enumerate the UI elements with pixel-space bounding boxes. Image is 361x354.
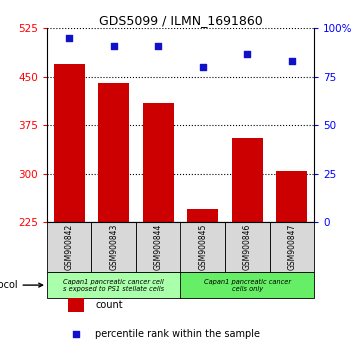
Text: GSM900847: GSM900847 bbox=[287, 224, 296, 270]
Point bbox=[73, 331, 79, 337]
Point bbox=[200, 64, 206, 70]
Bar bbox=[53, 64, 85, 222]
Text: Capan1 pancreatic cancer
cells only: Capan1 pancreatic cancer cells only bbox=[204, 279, 291, 292]
Bar bbox=[270, 222, 314, 272]
Point bbox=[155, 43, 161, 48]
Bar bbox=[232, 138, 263, 222]
Bar bbox=[225, 222, 270, 272]
Bar bbox=[47, 272, 180, 298]
Bar bbox=[98, 83, 129, 222]
Point bbox=[111, 43, 117, 48]
Point bbox=[66, 35, 72, 41]
Title: GDS5099 / ILMN_1691860: GDS5099 / ILMN_1691860 bbox=[99, 14, 262, 27]
Point bbox=[289, 58, 295, 64]
Bar bbox=[47, 222, 91, 272]
Bar bbox=[180, 272, 314, 298]
Bar bbox=[91, 222, 136, 272]
Bar bbox=[180, 222, 225, 272]
Text: GSM900843: GSM900843 bbox=[109, 224, 118, 270]
Text: GSM900842: GSM900842 bbox=[65, 224, 74, 270]
Text: count: count bbox=[95, 300, 123, 310]
Bar bbox=[143, 103, 174, 222]
Bar bbox=[187, 209, 218, 222]
Text: GSM900846: GSM900846 bbox=[243, 224, 252, 270]
Text: GSM900844: GSM900844 bbox=[154, 224, 163, 270]
Bar bbox=[68, 298, 84, 312]
Text: percentile rank within the sample: percentile rank within the sample bbox=[95, 329, 260, 339]
Text: protocol: protocol bbox=[0, 280, 43, 290]
Point bbox=[244, 51, 250, 56]
Bar bbox=[276, 171, 307, 222]
Text: GSM900845: GSM900845 bbox=[198, 224, 207, 270]
Text: Capan1 pancreatic cancer cell
s exposed to PS1 stellate cells: Capan1 pancreatic cancer cell s exposed … bbox=[63, 279, 164, 292]
Bar bbox=[136, 222, 180, 272]
